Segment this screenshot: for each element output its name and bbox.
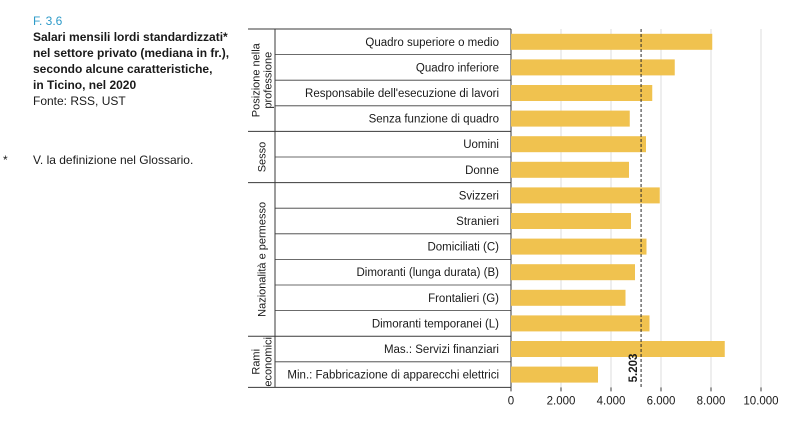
bar xyxy=(511,341,725,357)
figure-title: Salari mensili lordi standardizzati* nel… xyxy=(33,29,243,93)
figure-title-line: in Ticino, nel 2020 xyxy=(33,78,137,92)
category-label: Uomini xyxy=(463,139,499,151)
category-label: Quadro superiore o medio xyxy=(365,37,499,49)
reference-line-label: 5.203 xyxy=(628,354,640,383)
category-label: Domiciliati (C) xyxy=(427,242,499,254)
category-label: Min.: Fabbricazione di apparecchi elettr… xyxy=(287,370,499,382)
bar xyxy=(511,110,630,127)
figure-title-line: secondo alcune caratteristiche, xyxy=(33,62,213,76)
category-label: Mas.: Servizi finanziari xyxy=(384,344,499,356)
group-label: Sesso xyxy=(257,142,269,173)
bar xyxy=(511,366,598,383)
group-label: professione xyxy=(263,52,275,109)
category-label: Senza funzione di quadro xyxy=(369,114,499,126)
group-label: Rami xyxy=(251,349,263,375)
bar xyxy=(511,161,629,178)
x-tick-label: 8.000 xyxy=(697,395,726,407)
x-tick-label: 2.000 xyxy=(547,395,576,407)
x-tick-label: 6.000 xyxy=(647,395,676,407)
category-label: Dimoranti (lunga durata) (B) xyxy=(356,267,499,279)
note-text: V. la definizione nel Glossario. xyxy=(33,153,194,167)
bar xyxy=(511,213,631,229)
bar xyxy=(511,59,675,76)
figure-source: Fonte: RSS, UST xyxy=(33,94,126,108)
category-label: Quadro inferiore xyxy=(416,62,499,74)
bar xyxy=(511,33,713,50)
figure-caption: F. 3.6 Salari mensili lordi standardizza… xyxy=(33,13,243,109)
group-label: Nazionalità e permesso xyxy=(257,202,269,317)
bar xyxy=(511,238,647,255)
x-tick-label: 10.000 xyxy=(743,395,778,407)
figure-id: F. 3.6 xyxy=(33,14,63,28)
category-label: Frontalieri (G) xyxy=(428,293,499,305)
group-label: economici xyxy=(263,337,275,387)
note-marker: * xyxy=(3,153,8,167)
category-label: Svizzeri xyxy=(459,190,499,202)
figure-title-line: Salari mensili lordi standardizzati* xyxy=(33,30,228,44)
x-tick-label: 4.000 xyxy=(597,395,626,407)
category-label: Dimoranti temporanei (L) xyxy=(372,318,499,330)
bar xyxy=(511,264,635,281)
bar xyxy=(511,289,626,306)
bar xyxy=(511,136,646,153)
bar xyxy=(511,85,653,101)
category-label: Donne xyxy=(465,165,499,177)
figure-title-line: nel settore privato (mediana in fr.), xyxy=(33,46,230,60)
bar xyxy=(511,187,660,204)
bar xyxy=(511,315,650,332)
category-label: Stranieri xyxy=(456,216,499,228)
x-tick-label: 0 xyxy=(508,395,514,407)
group-label: Posizione nella xyxy=(251,42,263,117)
category-label: Responsabile dell'esecuzione di lavori xyxy=(305,88,499,100)
